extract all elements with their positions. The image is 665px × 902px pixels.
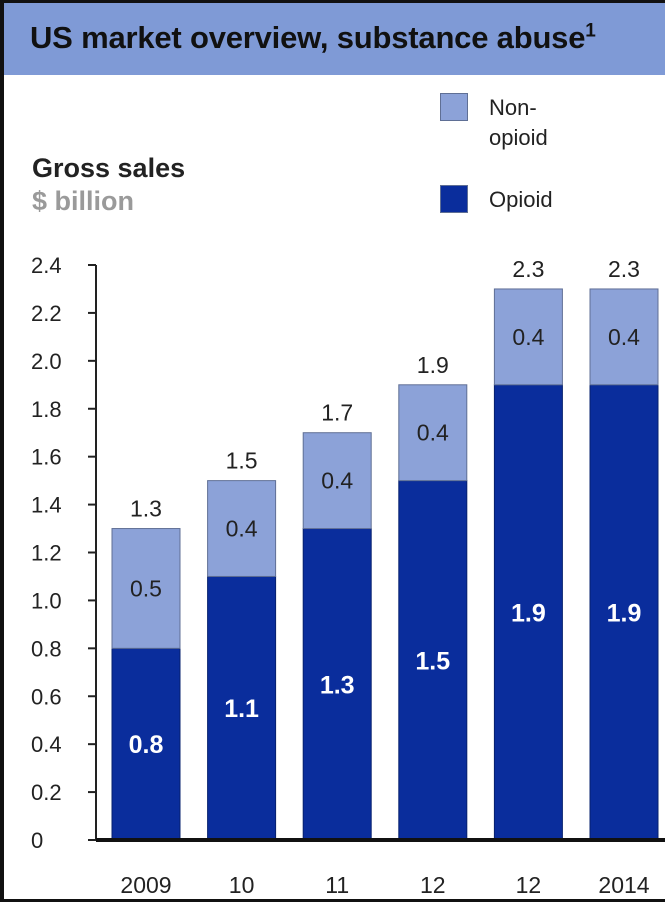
y-tick-label: 0.4 bbox=[31, 732, 62, 757]
y-axis-unit: $ billion bbox=[32, 186, 135, 216]
bar-label-non-opioid: 0.4 bbox=[608, 324, 640, 350]
legend-label-opioid: Opioid bbox=[489, 187, 553, 212]
bar-opioid bbox=[398, 480, 468, 841]
y-tick-label: 2.0 bbox=[31, 349, 62, 374]
bar-total-label: 1.3 bbox=[130, 496, 162, 522]
bar-opioid bbox=[207, 575, 277, 841]
bar-label-opioid: 0.8 bbox=[129, 731, 164, 759]
bar-label-non-opioid: 0.4 bbox=[226, 516, 258, 542]
footnote-mark: 1 bbox=[585, 20, 596, 42]
chart-title-text: US market overview, substance abuse bbox=[30, 20, 586, 55]
bar-total-label: 1.7 bbox=[321, 400, 353, 426]
bar-non-opioid bbox=[398, 384, 468, 482]
x-tick-label: 10 bbox=[229, 872, 255, 898]
y-tick-label: 1.6 bbox=[31, 445, 62, 470]
legend-item-opioid: Opioid bbox=[440, 185, 569, 215]
y-tick-label: 2.2 bbox=[31, 301, 62, 326]
bar-non-opioid bbox=[111, 528, 181, 649]
y-tick-label: 0.8 bbox=[31, 636, 62, 661]
bar-label-non-opioid: 0.4 bbox=[417, 420, 449, 446]
bar-opioid bbox=[111, 647, 181, 841]
bar-opioid bbox=[589, 384, 659, 841]
bar-label-non-opioid: 0.4 bbox=[321, 468, 353, 494]
y-tick-label: 1.8 bbox=[31, 397, 62, 422]
x-tick-label: 2014 bbox=[598, 872, 649, 898]
bar-label-non-opioid: 0.5 bbox=[130, 575, 162, 601]
bar-label-opioid: 1.5 bbox=[415, 647, 450, 675]
y-tick-label: 1.0 bbox=[31, 588, 62, 613]
bar-label-opioid: 1.3 bbox=[320, 671, 355, 699]
y-axis-label: Gross sales bbox=[32, 153, 186, 183]
bar-non-opioid bbox=[207, 480, 277, 577]
bar-total-label: 2.3 bbox=[512, 256, 544, 282]
legend-label-non-opioid: Non- opioid bbox=[489, 95, 548, 150]
x-tick-label: 2009 bbox=[120, 872, 171, 898]
bar-opioid bbox=[302, 528, 372, 841]
chart-title: US market overview, substance abuse1 bbox=[30, 20, 596, 56]
y-tick-label: 1.2 bbox=[31, 541, 62, 566]
legend-item-non-opioid: Non- opioid bbox=[440, 93, 569, 153]
x-tick-label: 12 bbox=[420, 872, 446, 898]
y-tick-label: 0 bbox=[31, 828, 43, 853]
bar-label-opioid: 1.9 bbox=[607, 599, 642, 627]
bar-label-opioid: 1.9 bbox=[511, 599, 546, 627]
y-tick-label: 1.4 bbox=[31, 493, 62, 518]
x-tick-label: 12 bbox=[516, 872, 542, 898]
bar-non-opioid bbox=[302, 432, 372, 530]
bar-label-opioid: 1.1 bbox=[224, 695, 259, 723]
legend-swatch-opioid bbox=[440, 185, 468, 213]
bar-non-opioid bbox=[493, 288, 563, 386]
bar-total-label: 1.9 bbox=[417, 352, 449, 378]
bar-non-opioid bbox=[589, 288, 659, 386]
title-bar: US market overview, substance abuse1 bbox=[4, 3, 665, 75]
bar-label-non-opioid: 0.4 bbox=[512, 324, 544, 350]
bar-total-label: 2.3 bbox=[608, 256, 640, 282]
y-tick-label: 0.2 bbox=[31, 780, 62, 805]
y-tick-label: 2.4 bbox=[31, 253, 62, 278]
bar-total-label: 1.5 bbox=[226, 448, 258, 474]
y-tick-label: 0.6 bbox=[31, 684, 62, 709]
x-tick-label: 11 bbox=[325, 872, 349, 898]
legend-swatch-non-opioid bbox=[440, 93, 468, 121]
